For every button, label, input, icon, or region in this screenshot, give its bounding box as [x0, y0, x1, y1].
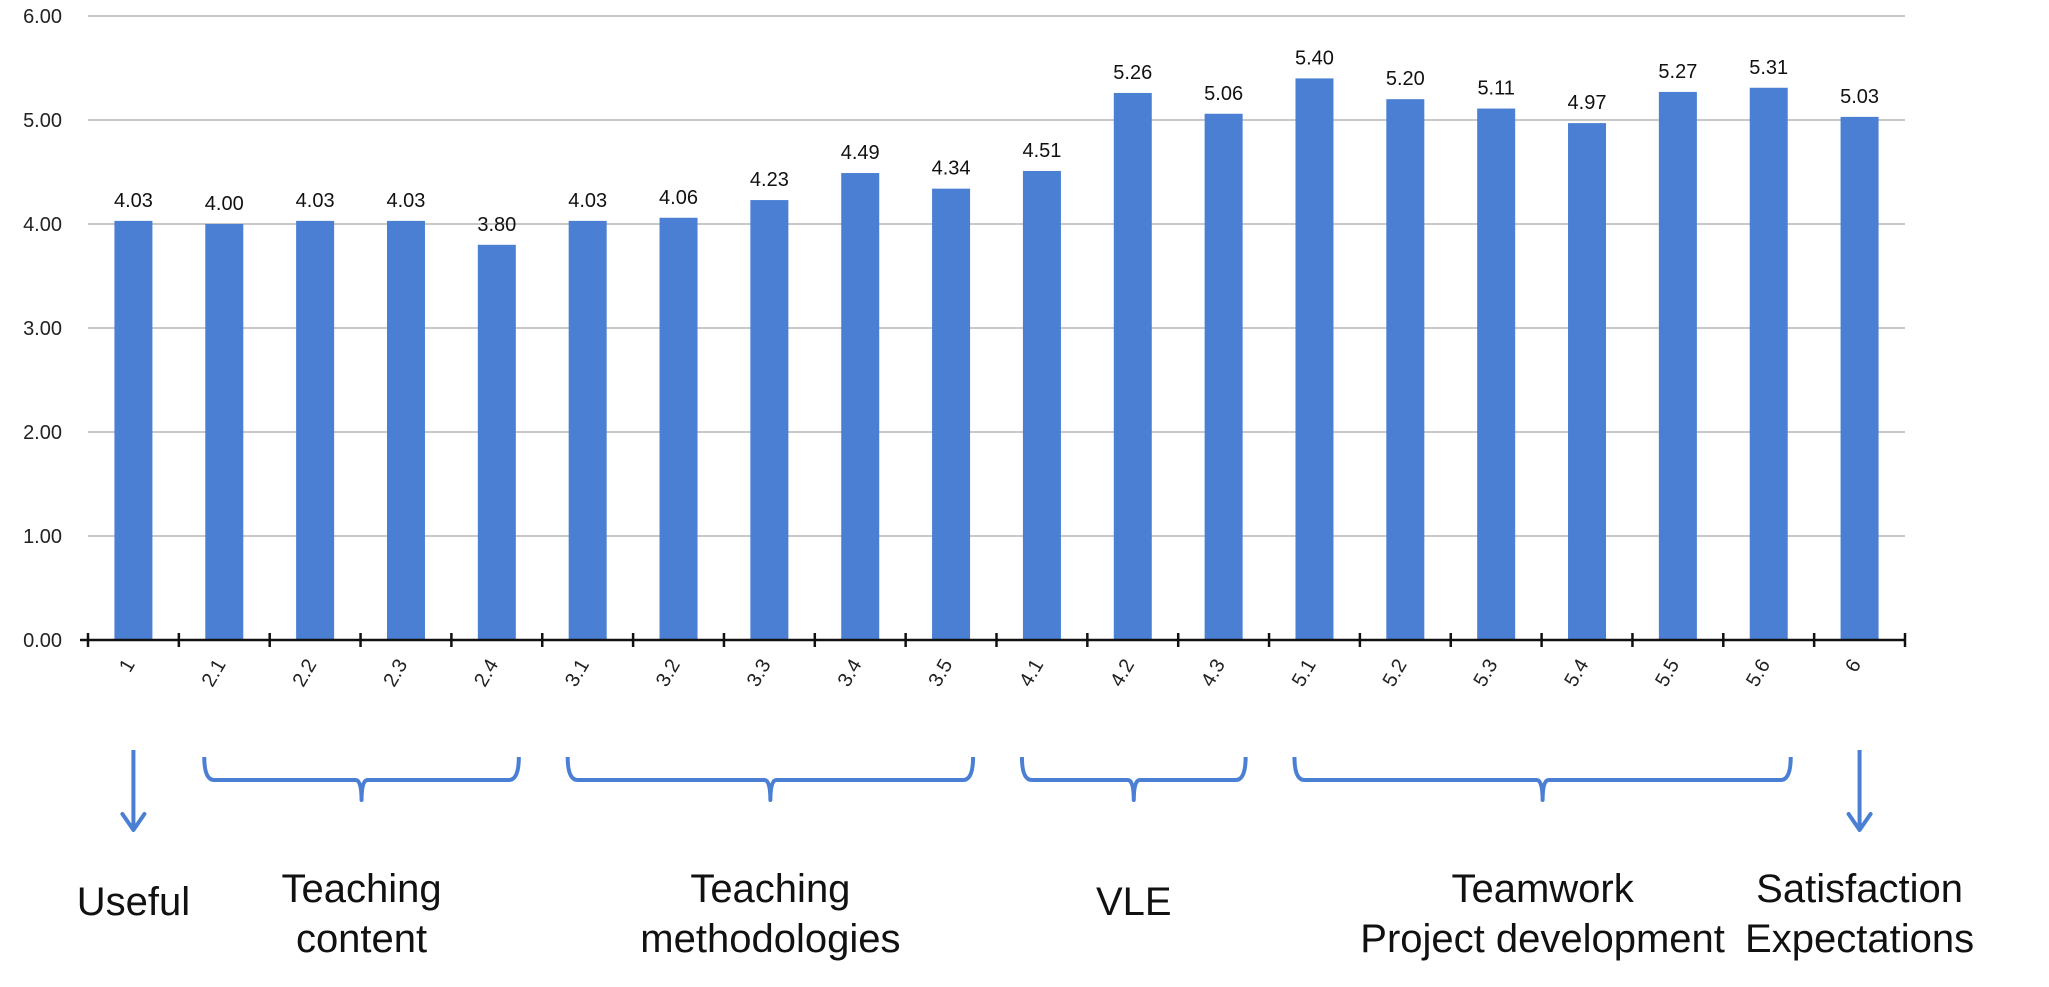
bar: [114, 220, 153, 640]
data-label: 5.11: [1477, 78, 1514, 100]
category-group: VLE: [1019, 756, 1248, 924]
data-label: 4.00: [205, 193, 244, 215]
y-tick-label: 0.00: [23, 630, 62, 652]
bar: [1568, 123, 1607, 641]
x-tick-label: 5.3: [1470, 656, 1503, 691]
bar: [477, 244, 516, 641]
data-label: 4.06: [659, 187, 698, 209]
x-tick-label: 4.3: [1197, 656, 1230, 691]
y-tick-label: 1.00: [23, 526, 62, 548]
bar: [1113, 92, 1152, 640]
category-group: Teaching content: [202, 756, 521, 961]
bar: [1022, 170, 1061, 640]
data-label: 5.26: [1113, 62, 1152, 84]
x-tick-label: 5.4: [1560, 656, 1593, 691]
brace-marker: [202, 756, 521, 802]
arrow-head: [1846, 812, 1873, 832]
group-label: VLE: [1096, 880, 1172, 924]
data-label: 4.03: [114, 190, 153, 212]
group-label: Project development: [1360, 917, 1725, 961]
x-tick-label: 3.4: [834, 656, 867, 691]
category-group: Useful: [77, 750, 190, 924]
x-axis: [80, 633, 1907, 647]
gridlines: [88, 15, 1905, 537]
data-label: 5.27: [1658, 61, 1697, 83]
group-label: Teaching: [690, 867, 850, 911]
data-label: 5.06: [1204, 83, 1243, 105]
data-label: 4.49: [841, 142, 880, 164]
arrow-head: [120, 812, 147, 832]
bar: [1658, 91, 1697, 641]
bar: [1386, 99, 1425, 640]
group-label: content: [296, 917, 427, 961]
group-label: methodologies: [640, 917, 900, 961]
y-tick-label: 2.00: [23, 422, 62, 444]
group-label: Useful: [77, 880, 190, 924]
data-label: 4.23: [750, 169, 789, 191]
bar: [1840, 116, 1879, 640]
data-label: 4.03: [387, 190, 426, 212]
x-tick-label: 1: [115, 656, 140, 677]
bar: [1204, 113, 1243, 640]
bar: [386, 220, 425, 640]
bar: [1749, 87, 1788, 640]
brace-marker: [1019, 756, 1248, 802]
y-tick-label: 6.00: [23, 6, 62, 28]
data-label: 4.97: [1568, 92, 1607, 114]
y-tick-label: 3.00: [23, 318, 62, 340]
bar: [205, 224, 244, 640]
category-group: Satisfaction Expectations: [1745, 750, 1974, 961]
x-tick-label: 2.3: [379, 656, 412, 691]
x-tick-label: 3.5: [924, 656, 957, 691]
x-tick-label: 6: [1841, 656, 1866, 677]
data-labels: 4.03 4.00 4.03 4.03 3.80 4.03 4.06 4.23 4.49 4.34…: [114, 47, 1879, 235]
data-label: 5.31: [1749, 57, 1788, 79]
brace-marker: [1292, 756, 1793, 802]
data-label: 4.34: [932, 158, 971, 180]
data-label: 4.03: [568, 190, 607, 212]
x-tick-label: 3.1: [561, 656, 594, 691]
data-label: 3.80: [477, 214, 516, 236]
x-tick-label: 5.6: [1742, 656, 1775, 691]
x-tick-label: 2.2: [288, 656, 321, 691]
bar: [296, 220, 335, 640]
category-group: Teaching methodologies: [565, 756, 976, 961]
data-label: 5.20: [1386, 68, 1425, 90]
brace-marker: [565, 756, 976, 802]
x-tick-label: 5.2: [1379, 656, 1412, 691]
group-label: Teaching: [281, 867, 441, 911]
bar: [1477, 108, 1516, 640]
x-tick-label: 2.4: [470, 656, 503, 691]
data-label: 5.03: [1840, 86, 1879, 108]
group-label: Satisfaction: [1756, 867, 1963, 911]
bar: [568, 220, 607, 640]
data-label: 5.40: [1295, 47, 1334, 69]
x-tick-labels: 1 2.1 2.2 2.3 2.4 3.1 3.2 3.3 3.4 3.5 4.1 4.2 4.3 5.1…: [115, 656, 1866, 691]
category-group: Teamwork Project development: [1292, 756, 1793, 961]
bar: [841, 173, 880, 641]
data-label: 4.03: [296, 190, 335, 212]
bars: [114, 78, 1879, 641]
group-label: Expectations: [1745, 917, 1974, 961]
x-tick-label: 3.2: [652, 656, 685, 691]
x-tick-label: 5.5: [1651, 656, 1684, 691]
bar: [1295, 78, 1334, 640]
x-tick-label: 2.1: [198, 656, 231, 691]
x-tick-label: 5.1: [1288, 656, 1321, 691]
bar: [932, 188, 971, 640]
y-tick-label: 4.00: [23, 214, 62, 236]
category-groups: Useful Teaching content Teaching methodologi…: [77, 750, 1974, 961]
bar: [659, 217, 698, 640]
data-label: 4.51: [1022, 140, 1061, 162]
x-tick-label: 3.3: [743, 656, 776, 691]
bar: [750, 200, 789, 640]
group-label: Teamwork: [1451, 867, 1634, 911]
x-tick-label: 4.2: [1106, 656, 1139, 691]
y-tick-labels: 0.00 1.00 2.00 3.00 4.00 5.00 6.00: [23, 6, 62, 652]
x-tick-label: 4.1: [1015, 656, 1048, 691]
y-tick-label: 5.00: [23, 110, 62, 132]
